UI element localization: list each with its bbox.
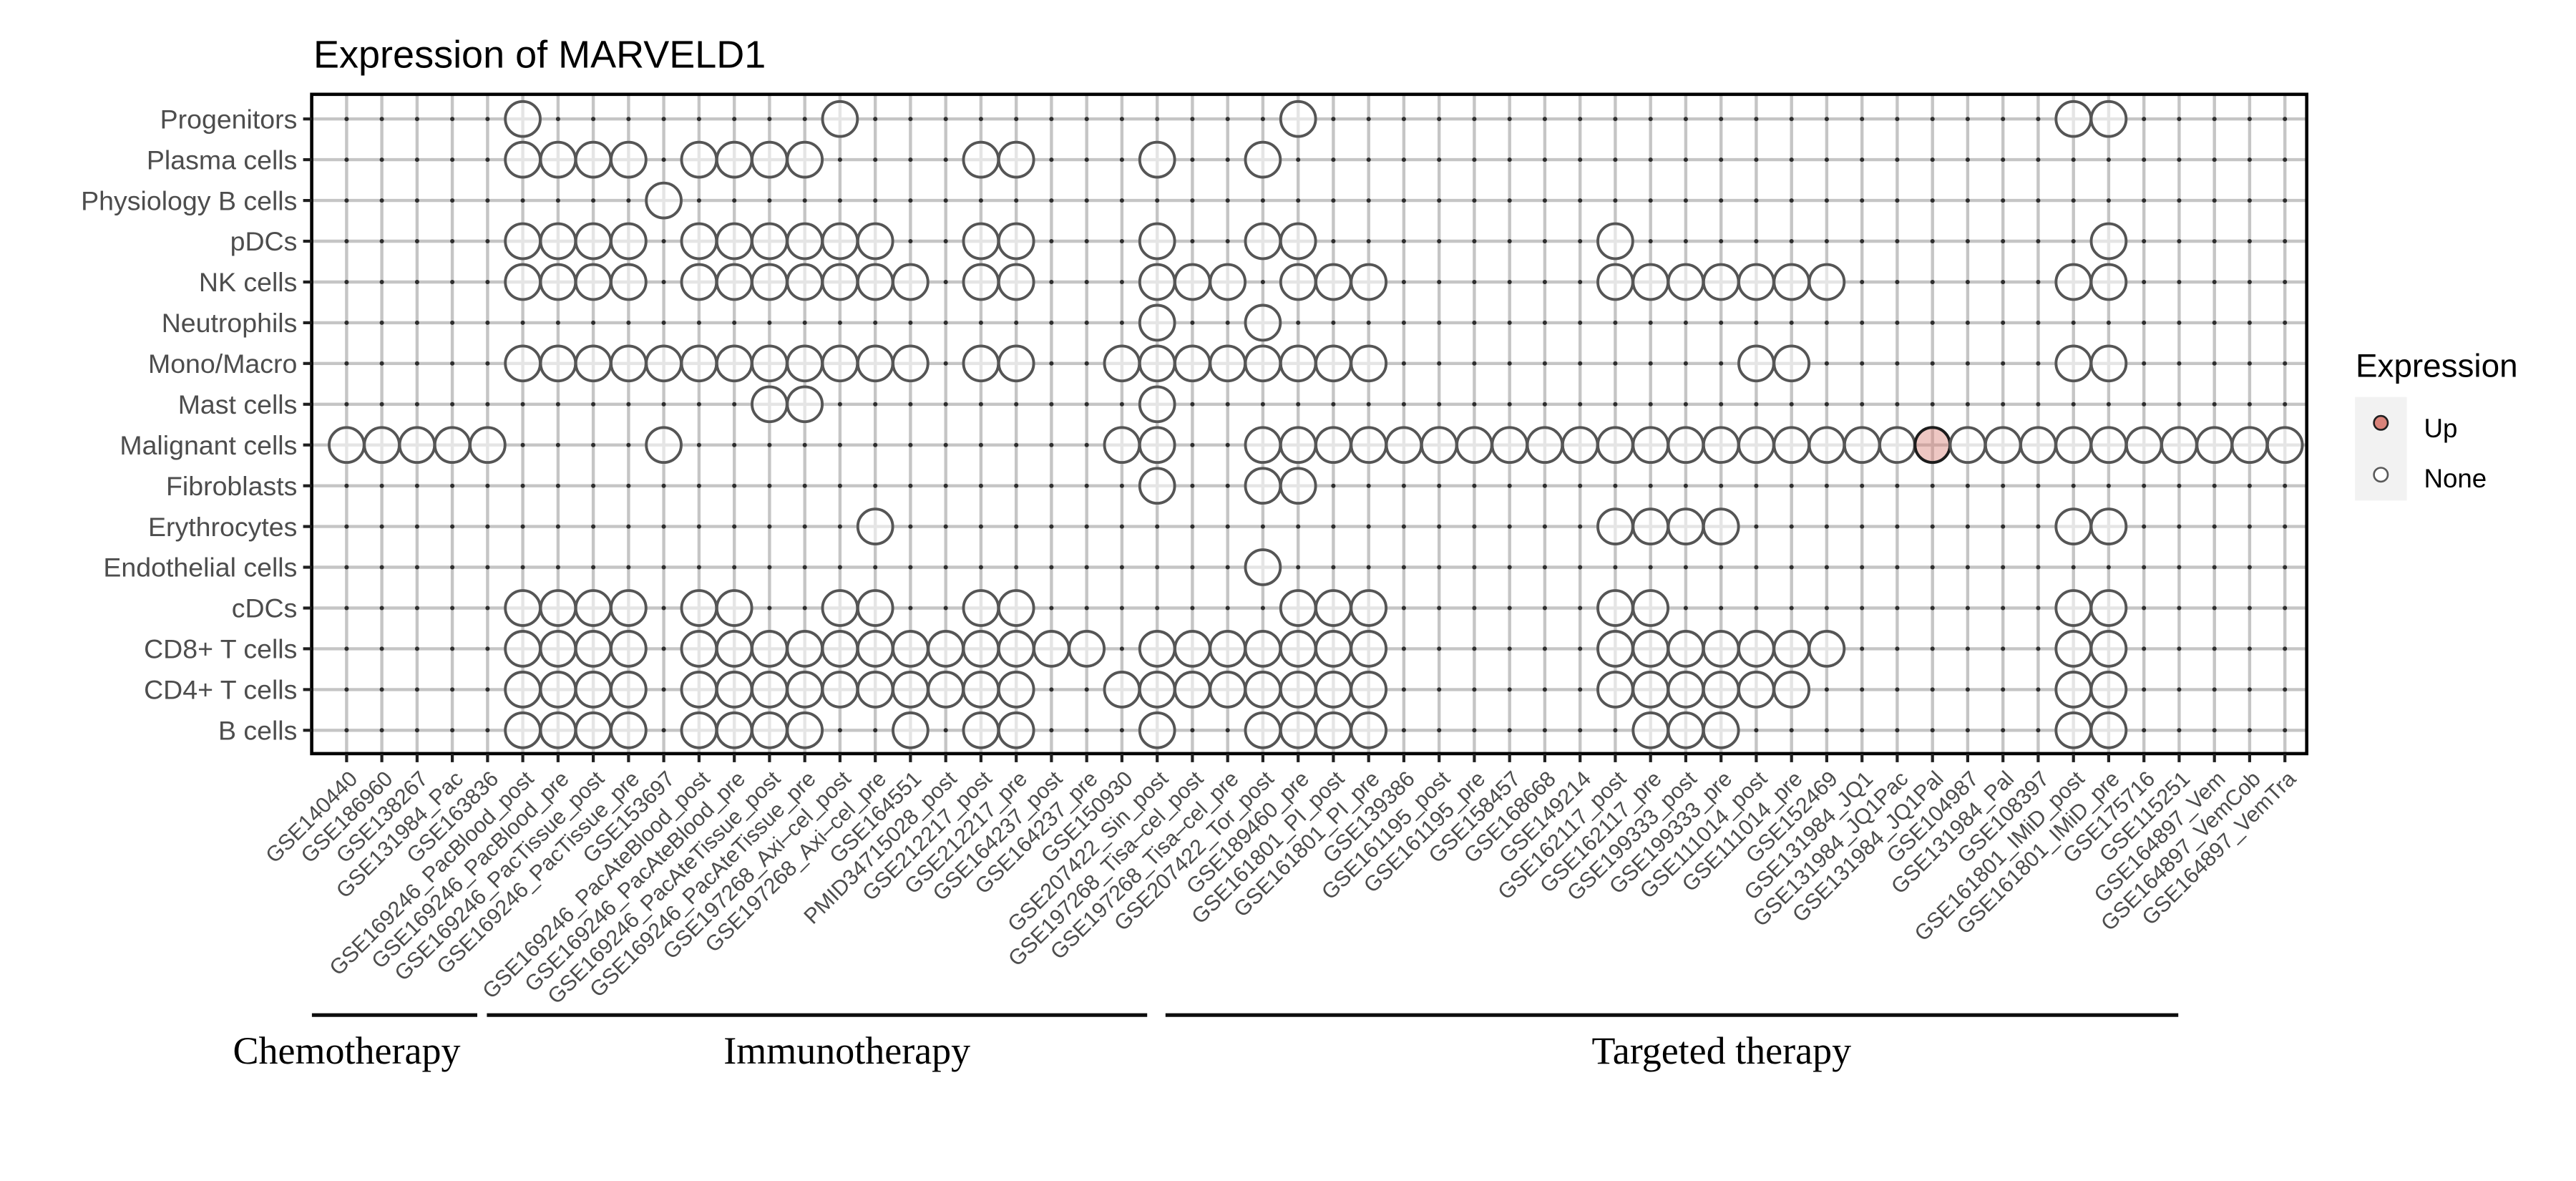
svg-text:Up: Up [2424, 414, 2458, 443]
svg-text:Targeted therapy: Targeted therapy [1592, 1029, 1852, 1072]
svg-text:NK cells: NK cells [199, 267, 298, 297]
svg-text:Mast cells: Mast cells [178, 389, 298, 419]
svg-text:pDCs: pDCs [230, 226, 298, 256]
svg-text:Malignant cells: Malignant cells [119, 430, 297, 460]
svg-text:Plasma cells: Plasma cells [147, 145, 297, 175]
svg-text:cDCs: cDCs [232, 593, 298, 623]
svg-text:Progenitors: Progenitors [160, 104, 298, 134]
svg-text:None: None [2424, 464, 2487, 493]
svg-text:Fibroblasts: Fibroblasts [166, 471, 297, 501]
svg-text:B cells: B cells [218, 716, 297, 746]
svg-text:Erythrocytes: Erythrocytes [148, 512, 297, 542]
svg-text:Neutrophils: Neutrophils [162, 308, 298, 338]
svg-text:Chemotherapy: Chemotherapy [233, 1029, 461, 1072]
svg-text:Expression: Expression [2356, 348, 2518, 384]
svg-text:Physiology B cells: Physiology B cells [81, 185, 297, 215]
svg-text:Immunotherapy: Immunotherapy [723, 1029, 970, 1072]
svg-text:CD4+ T cells: CD4+ T cells [144, 675, 297, 705]
svg-text:Expression of MARVELD1: Expression of MARVELD1 [313, 34, 766, 77]
svg-text:Endothelial cells: Endothelial cells [103, 553, 297, 583]
svg-text:CD8+ T cells: CD8+ T cells [144, 634, 297, 664]
svg-text:Mono/Macro: Mono/Macro [148, 349, 297, 379]
